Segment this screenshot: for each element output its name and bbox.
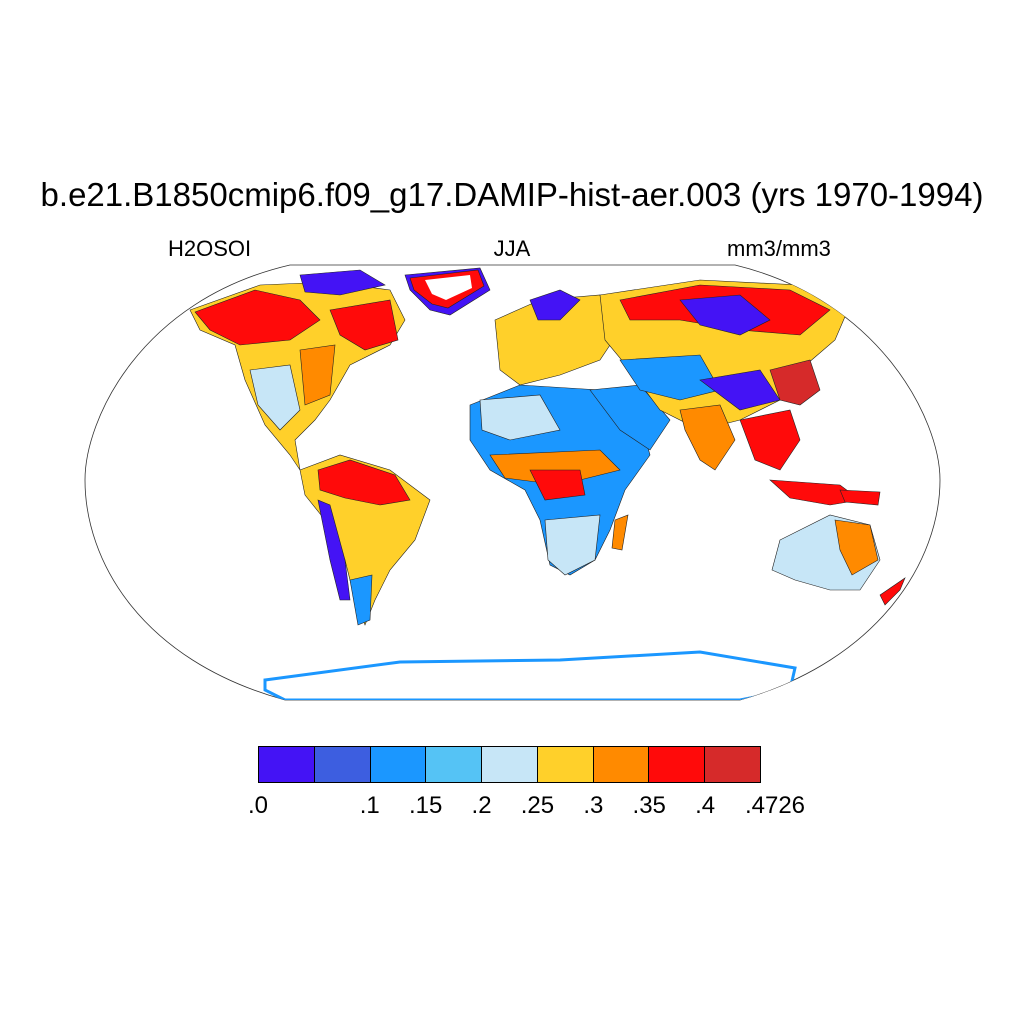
landmasses <box>189 267 906 700</box>
south-africa <box>544 514 601 576</box>
madagascar <box>611 514 629 551</box>
colorbar-tick-label: .0 <box>247 792 269 819</box>
australia-east <box>834 519 879 576</box>
colorbar-swatch <box>649 747 706 782</box>
colorbar-swatch <box>705 747 761 782</box>
east-china <box>769 359 821 406</box>
colorbar-tick-label: .25 <box>520 792 555 819</box>
india <box>679 404 736 471</box>
indonesia <box>769 479 861 506</box>
colorbar-tick-label: .4726 <box>744 792 806 819</box>
patagonia <box>349 574 373 626</box>
colorbar-swatch <box>426 747 483 782</box>
canada-wet <box>194 289 321 346</box>
us-moderate <box>249 364 301 431</box>
colorbar-tick-label: .3 <box>583 792 604 819</box>
colorbar-swatch <box>314 747 371 782</box>
sahara-light <box>479 394 561 441</box>
colorbar-swatch <box>537 747 594 782</box>
colorbar-swatch <box>370 747 427 782</box>
arabia <box>589 384 671 451</box>
colorbar-tick-label: .15 <box>408 792 443 819</box>
greenland-inner <box>425 275 472 300</box>
season-label: JJA <box>493 236 531 261</box>
plot-title: b.e21.B1850cmip6.f09_g17.DAMIP-hist-aer.… <box>40 176 984 213</box>
colorbar <box>258 746 761 783</box>
arctic-islands <box>299 269 386 296</box>
new-guinea <box>839 489 881 506</box>
se-asia <box>739 409 801 471</box>
colorbar-swatch <box>259 747 315 782</box>
andes-dry <box>317 499 351 601</box>
colorbar-tick-label: .2 <box>471 792 492 819</box>
us-east-moist <box>299 344 336 406</box>
variable-label: H2OSOI <box>168 236 252 261</box>
congo-wet <box>529 469 586 501</box>
scandinavia <box>529 289 581 321</box>
new-zealand <box>879 577 906 606</box>
colorbar-swatch <box>482 747 538 782</box>
central-asia <box>619 354 721 401</box>
units-label: mm3/mm3 <box>727 236 831 261</box>
colorbar-swatch <box>593 747 650 782</box>
hudson-wet <box>329 299 399 351</box>
antarctica <box>263 650 797 700</box>
amazon-wet <box>317 459 411 506</box>
siberia-dry <box>679 294 771 336</box>
colorbar-tick-label: .4 <box>695 792 716 819</box>
colorbar-tick-label: .1 <box>359 792 380 819</box>
colorbar-tick-label: .35 <box>632 792 666 819</box>
sahel-wet <box>489 449 621 486</box>
